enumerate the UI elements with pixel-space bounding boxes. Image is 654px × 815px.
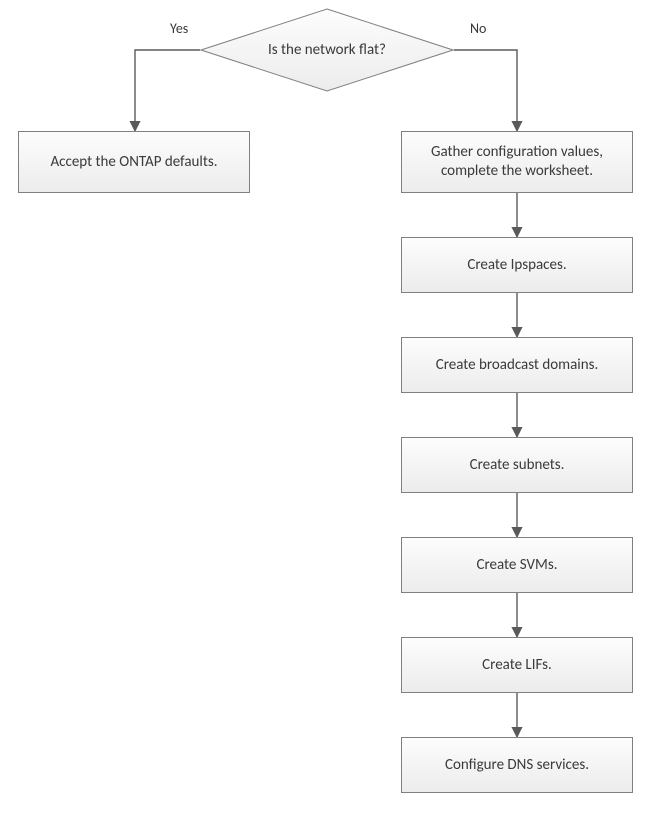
- decision-label: Is the network flat?: [268, 41, 386, 59]
- process-node: Create broadcast domains.: [401, 337, 633, 393]
- process-node: Create subnets.: [401, 437, 633, 493]
- decision-node: Is the network flat?: [200, 8, 454, 92]
- branch-label-yes: Yes: [170, 20, 188, 37]
- process-node: Create Ipspaces.: [401, 237, 633, 293]
- edge: [454, 50, 517, 131]
- process-node-label: Configure DNS services.: [445, 756, 589, 775]
- process-node-label: Accept the ONTAP defaults.: [50, 153, 217, 172]
- process-node: Gather configuration values, complete th…: [401, 131, 633, 193]
- branch-label-no: No: [470, 20, 486, 37]
- process-node-label: Create subnets.: [470, 456, 565, 475]
- process-node-label: Gather configuration values, complete th…: [410, 143, 624, 181]
- flowchart-canvas: Is the network flat? Accept the ONTAP def…: [0, 0, 654, 815]
- process-node-label: Create LIFs.: [482, 656, 552, 675]
- process-node-label: Create Ipspaces.: [467, 256, 566, 275]
- process-node: Accept the ONTAP defaults.: [18, 131, 250, 193]
- process-node: Create SVMs.: [401, 537, 633, 593]
- process-node-label: Create broadcast domains.: [436, 356, 599, 375]
- process-node-label: Create SVMs.: [476, 556, 557, 575]
- process-node: Configure DNS services.: [401, 737, 633, 793]
- process-node: Create LIFs.: [401, 637, 633, 693]
- edge: [135, 50, 200, 131]
